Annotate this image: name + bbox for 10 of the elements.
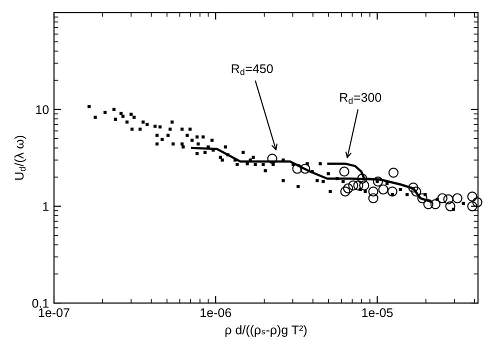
annotation: R$_{d}$=450	[232, 64, 273, 76]
y-tick-label: 1	[43, 202, 49, 211]
x-tick-label: 1e-05	[362, 308, 393, 318]
y-tick-label: 10	[36, 105, 49, 114]
x-tick-label: 1e-07	[38, 308, 70, 318]
annotation: R$_{d}$=300	[340, 93, 382, 104]
x-tick-label: 1e-06	[200, 308, 232, 318]
x-axis-title: ρ d/((ρₛ-ρ)g T²)	[225, 325, 307, 337]
y-tick-label: 0.1	[32, 298, 49, 308]
y-axis-title: U$_{d}$/(λ ω)	[14, 136, 26, 180]
